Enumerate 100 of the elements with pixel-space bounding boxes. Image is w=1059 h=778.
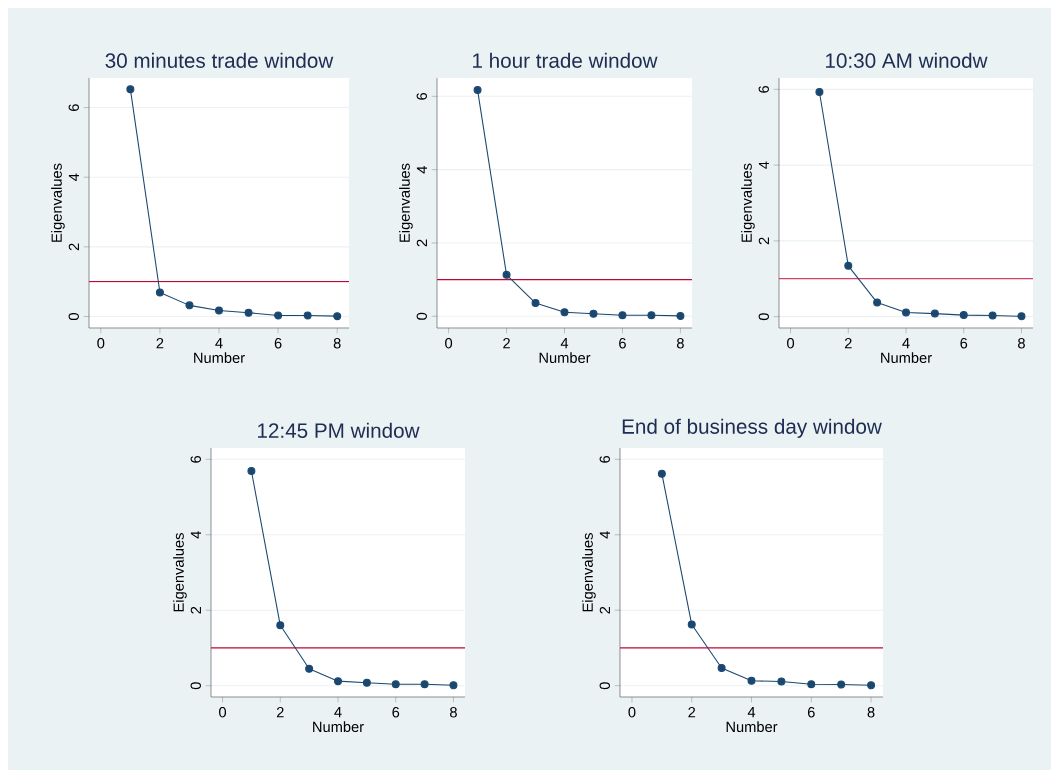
point xyxy=(747,676,756,685)
point xyxy=(362,678,371,687)
x-tick-label: 4 xyxy=(334,707,342,718)
y-tick-label: 6 xyxy=(599,455,610,463)
chart-title: 1 hour trade window xyxy=(473,52,658,68)
x-tick-label: 2 xyxy=(276,707,284,718)
y-tick-label: 0 xyxy=(416,312,427,320)
chart-title: End of business day window xyxy=(622,418,882,438)
y-tick-label: 0 xyxy=(190,682,201,690)
point xyxy=(844,261,853,270)
chart-title: 12:45 PM window xyxy=(258,422,420,438)
x-tick-label: 6 xyxy=(960,338,968,349)
point xyxy=(449,681,458,690)
point xyxy=(244,308,253,317)
y-tick-label: 2 xyxy=(190,606,201,614)
point xyxy=(274,311,283,320)
y-tick-label: 0 xyxy=(758,313,769,321)
x-axis-title: Number xyxy=(726,721,778,733)
y-axis-title: Eigenvalues xyxy=(173,533,187,612)
point xyxy=(247,467,256,476)
y-axis-title: Eigenvalues xyxy=(582,533,596,612)
point xyxy=(717,663,726,672)
x-tick-label: 8 xyxy=(867,707,875,718)
point xyxy=(473,86,482,95)
x-tick-label: 2 xyxy=(156,338,164,349)
x-tick-label: 2 xyxy=(503,338,510,349)
y-tick-label: 4 xyxy=(416,166,427,174)
x-axis-title: Number xyxy=(539,352,591,364)
point xyxy=(657,469,666,478)
y-tick-label: 2 xyxy=(599,606,610,614)
point xyxy=(959,311,968,320)
y-axis-title: Eigenvalues xyxy=(399,163,413,242)
x-tick-label: 6 xyxy=(392,707,400,718)
point xyxy=(867,681,876,690)
point xyxy=(276,621,285,630)
point xyxy=(687,620,696,629)
x-tick-label: 0 xyxy=(97,338,105,349)
y-tick-label: 0 xyxy=(68,313,79,321)
x-axis-title: Number xyxy=(194,352,245,364)
x-tick-label: 4 xyxy=(747,707,756,718)
y-tick-label: 2 xyxy=(416,239,427,247)
y-tick-label: 6 xyxy=(68,104,79,111)
x-tick-label: 0 xyxy=(628,707,636,718)
x-tick-label: 4 xyxy=(902,338,910,349)
x-tick-label: 8 xyxy=(333,338,341,349)
point xyxy=(988,311,997,320)
chart-title: 30 minutes trade window xyxy=(105,52,334,68)
point xyxy=(334,677,343,686)
point xyxy=(777,677,786,686)
y-tick-label: 2 xyxy=(68,243,79,251)
y-tick-label: 6 xyxy=(416,92,427,100)
y-tick-label: 4 xyxy=(599,531,610,539)
x-tick-label: 8 xyxy=(450,707,457,718)
x-tick-label: 0 xyxy=(219,707,227,718)
point xyxy=(815,88,824,97)
x-axis-title: Number xyxy=(313,721,364,733)
point xyxy=(589,309,598,318)
x-tick-label: 6 xyxy=(619,338,626,349)
y-tick-label: 4 xyxy=(68,173,79,181)
y-axis-title: Eigenvalues xyxy=(741,163,755,242)
point xyxy=(391,680,400,689)
x-axis-title: Number xyxy=(881,352,932,364)
point xyxy=(305,664,314,673)
point xyxy=(502,270,511,279)
x-tick-label: 2 xyxy=(844,338,852,349)
x-tick-label: 6 xyxy=(807,707,815,718)
point xyxy=(215,306,224,315)
point xyxy=(531,299,540,308)
y-tick-label: 4 xyxy=(190,531,201,539)
chart-title: 10:30 AM winodw xyxy=(826,52,988,68)
y-tick-label: 6 xyxy=(758,85,769,93)
point xyxy=(676,311,685,320)
point xyxy=(1017,312,1026,321)
point xyxy=(902,308,911,317)
point xyxy=(807,680,816,689)
x-tick-label: 4 xyxy=(560,338,569,349)
y-tick-label: 4 xyxy=(758,161,769,169)
x-tick-label: 2 xyxy=(688,707,696,718)
point xyxy=(647,311,656,320)
point xyxy=(333,312,342,321)
x-tick-label: 8 xyxy=(676,338,684,349)
y-tick-label: 6 xyxy=(190,455,201,463)
x-tick-label: 0 xyxy=(445,338,453,349)
point xyxy=(155,288,164,297)
x-tick-label: 8 xyxy=(1018,338,1025,349)
point xyxy=(930,309,939,318)
point xyxy=(303,311,312,320)
point xyxy=(420,680,429,689)
y-tick-label: 2 xyxy=(758,237,769,245)
point xyxy=(873,298,882,307)
y-axis-title: Eigenvalues xyxy=(51,163,65,242)
point xyxy=(837,680,846,689)
point xyxy=(618,311,627,320)
x-tick-label: 4 xyxy=(215,338,223,349)
point xyxy=(560,308,569,317)
point xyxy=(185,301,194,310)
x-tick-label: 6 xyxy=(274,338,282,349)
y-tick-label: 0 xyxy=(599,682,610,690)
x-tick-label: 0 xyxy=(787,338,795,349)
point xyxy=(126,85,135,94)
